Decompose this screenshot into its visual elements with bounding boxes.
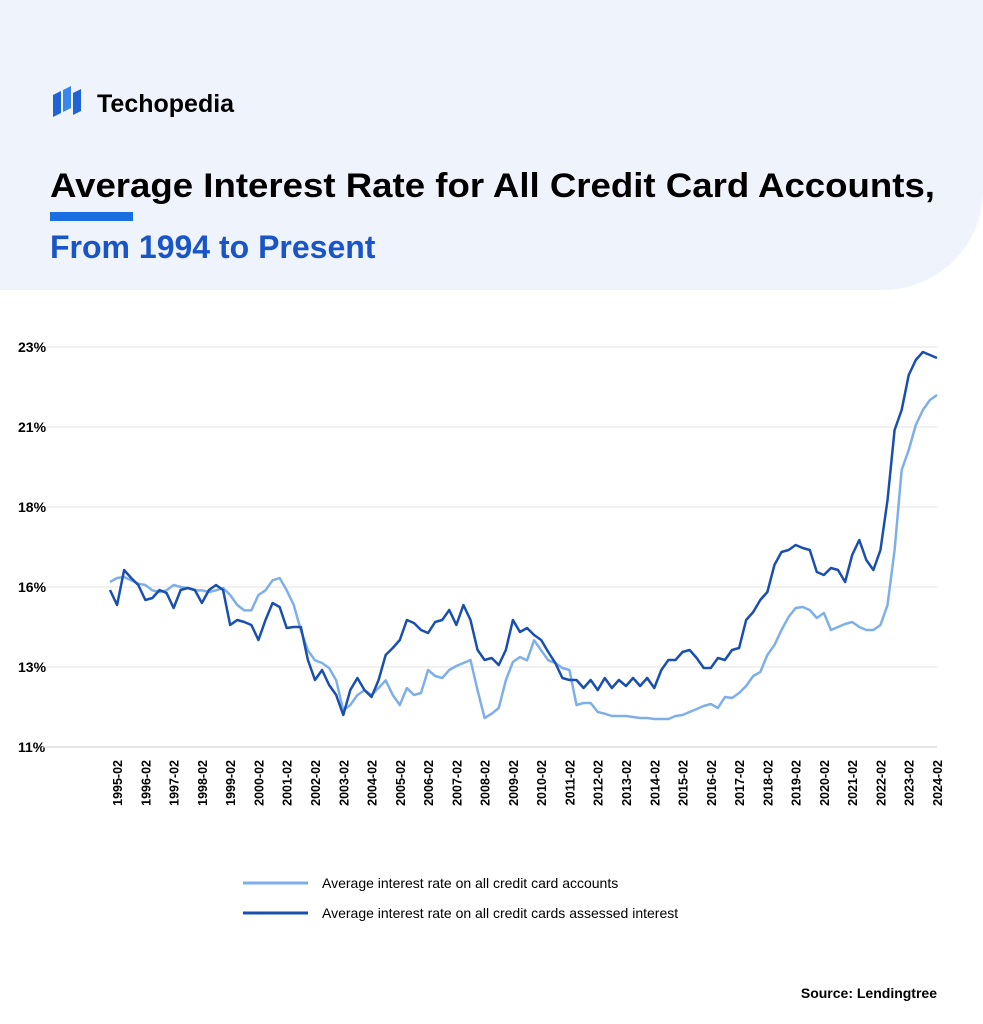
x-tick-label: 1998-02: [196, 760, 210, 806]
line-series: [108, 350, 938, 717]
x-tick-label: 2003-02: [337, 760, 351, 806]
x-tick-label: 2009-02: [507, 760, 521, 806]
x-tick-label: 2018-02: [761, 760, 775, 806]
x-tick-label: 2017-02: [733, 760, 747, 806]
x-tick-label: 2006-02: [422, 760, 436, 806]
x-tick-label: 2021-02: [846, 760, 860, 806]
y-tick-label: 21%: [18, 419, 47, 435]
x-tick-label: 2013-02: [620, 760, 634, 806]
x-tick-label: 2016-02: [705, 760, 719, 806]
x-tick-label: 2011-02: [563, 760, 577, 805]
x-tick-label: 2008-02: [479, 760, 493, 806]
brand: Techopedia: [97, 90, 235, 118]
x-tick-label: 1997-02: [168, 760, 182, 806]
x-tick-label: 1999-02: [224, 760, 238, 806]
x-tick-label: 2014-02: [648, 760, 662, 806]
x-tick-label: 2000-02: [252, 760, 266, 806]
x-tick-label: 2005-02: [394, 760, 408, 806]
y-tick-label: 13%: [18, 659, 47, 675]
header-background: [0, 0, 983, 290]
legend-label: Average interest rate on all credit card…: [322, 905, 678, 921]
source: Source: Lendingtree: [801, 985, 937, 1001]
x-tick-label: 2010-02: [535, 760, 549, 806]
x-tick-label: 2023-02: [903, 760, 917, 806]
x-tick-label: 2022-02: [874, 760, 888, 806]
x-tick-label: 2002-02: [309, 760, 323, 806]
line-series: [109, 393, 938, 721]
x-tick-label: 2020-02: [818, 760, 832, 806]
x-tick-label: 1995-02: [111, 760, 125, 806]
y-tick-label: 18%: [18, 499, 47, 515]
x-tick-label: 2015-02: [677, 760, 691, 806]
legend-label: Average interest rate on all credit card…: [322, 875, 618, 891]
x-tick-label: 1996-02: [139, 760, 153, 806]
chart-subtitle: From 1994 to Present: [50, 229, 376, 265]
y-tick-label: 11%: [18, 739, 46, 755]
x-tick-label: 2004-02: [366, 760, 380, 806]
x-tick-label: 2007-02: [450, 760, 464, 806]
x-tick-label: 2001-02: [281, 760, 295, 806]
x-tick-label: 2012-02: [592, 760, 606, 806]
y-tick-label: 23%: [18, 339, 47, 355]
x-tick-label: 2024-02: [931, 760, 945, 806]
logo-icon: [53, 86, 81, 117]
x-tick-label: 2019-02: [790, 760, 804, 806]
chart-title: Average Interest Rate for All Credit Car…: [50, 167, 935, 205]
y-tick-label: 16%: [18, 579, 47, 595]
title-accent: [50, 212, 133, 221]
